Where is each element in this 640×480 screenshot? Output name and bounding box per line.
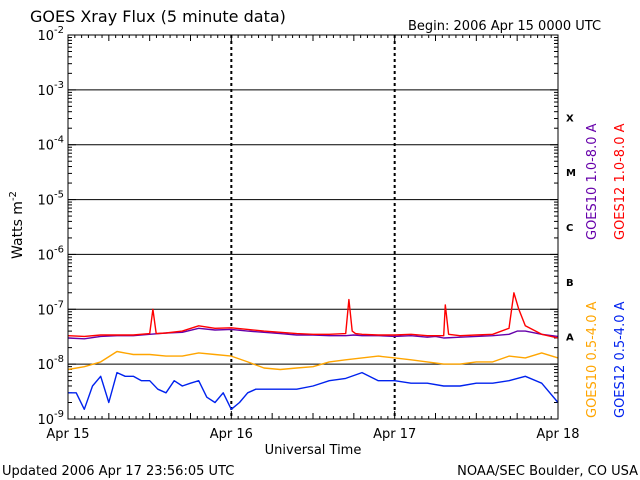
flare-class-label: X (566, 113, 574, 124)
y-tick-label-base: 10 (37, 194, 54, 209)
y-tick-label-exponent: -3 (54, 80, 64, 91)
legend-entry: GOES12 0.5-4.0 A (613, 301, 628, 418)
y-tick-label-exponent: -9 (54, 409, 64, 420)
y-tick-label: 10-8 (37, 354, 64, 373)
footer-updated: Updated 2006 Apr 17 23:56:05 UTC (2, 464, 234, 479)
y-tick-labels: 10-910-810-710-610-510-410-310-2 (37, 25, 64, 428)
x-tick-label: Apr 18 (536, 427, 579, 442)
legend-entry: GOES10 1.0-8.0 A (585, 123, 600, 240)
flare-class-label: B (566, 278, 574, 289)
y-tick-label-base: 10 (37, 358, 54, 373)
y-tick-label-exponent: -5 (54, 190, 64, 201)
y-tick-label: 10-6 (37, 244, 64, 263)
y-tick-label-exponent: -4 (54, 135, 64, 146)
x-tick-label: Apr 15 (46, 427, 89, 442)
x-tick-label: Apr 17 (373, 427, 416, 442)
y-tick-label-base: 10 (37, 303, 54, 318)
legend-entry: GOES12 1.0-8.0 A (613, 123, 628, 240)
chart-title: GOES Xray Flux (5 minute data) (30, 7, 286, 26)
y-tick-label: 10-4 (37, 135, 64, 154)
flare-class-labels: A B C M X (566, 113, 576, 343)
svg-text:Watts m-2: Watts m-2 (8, 191, 26, 259)
y-tick-label: 10-9 (37, 409, 64, 428)
y-tick-label-exponent: -2 (54, 25, 64, 36)
y-axis-title-superscript: -2 (8, 191, 19, 201)
y-tick-label-base: 10 (37, 29, 54, 44)
series-line (67, 292, 559, 339)
x-axis-title: Universal Time (265, 443, 362, 458)
y-tick-label: 10-7 (37, 299, 64, 318)
y-tick-label-base: 10 (37, 248, 54, 263)
flare-class-label: M (566, 168, 576, 179)
series-lines (67, 292, 559, 410)
y-tick-label-exponent: -8 (54, 354, 64, 365)
begin-label: Begin: 2006 Apr 15 0000 UTC (408, 19, 601, 34)
legend-entry: GOES10 0.5-4.0 A (585, 301, 600, 418)
y-tick-label-exponent: -6 (54, 244, 64, 255)
footer-credit: NOAA/SEC Boulder, CO USA (457, 464, 638, 479)
y-axis-title: Watts m-2 (8, 191, 26, 259)
y-tick-label-base: 10 (37, 139, 54, 154)
y-tick-label-base: 10 (37, 413, 54, 428)
x-tick-labels: Apr 15 Apr 16 Apr 17 Apr 18 (46, 427, 579, 442)
y-tick-label: 10-5 (37, 190, 64, 209)
gridlines (68, 35, 558, 419)
y-tick-label: 10-2 (37, 25, 64, 44)
y-axis-title-text: Watts m (10, 201, 26, 259)
flare-class-label: A (566, 333, 574, 344)
series-line (68, 371, 559, 410)
plot-frame (67, 34, 559, 420)
series-line (67, 350, 559, 371)
x-tick-label: Apr 16 (210, 427, 253, 442)
y-tick-label-base: 10 (37, 84, 54, 99)
flare-class-label: C (566, 223, 573, 234)
series-line (67, 327, 559, 340)
y-tick-label-exponent: -7 (54, 299, 64, 310)
y-tick-label: 10-3 (37, 80, 64, 99)
legend: GOES10 1.0-8.0 A GOES12 1.0-8.0 A GOES10 0… (585, 123, 628, 418)
